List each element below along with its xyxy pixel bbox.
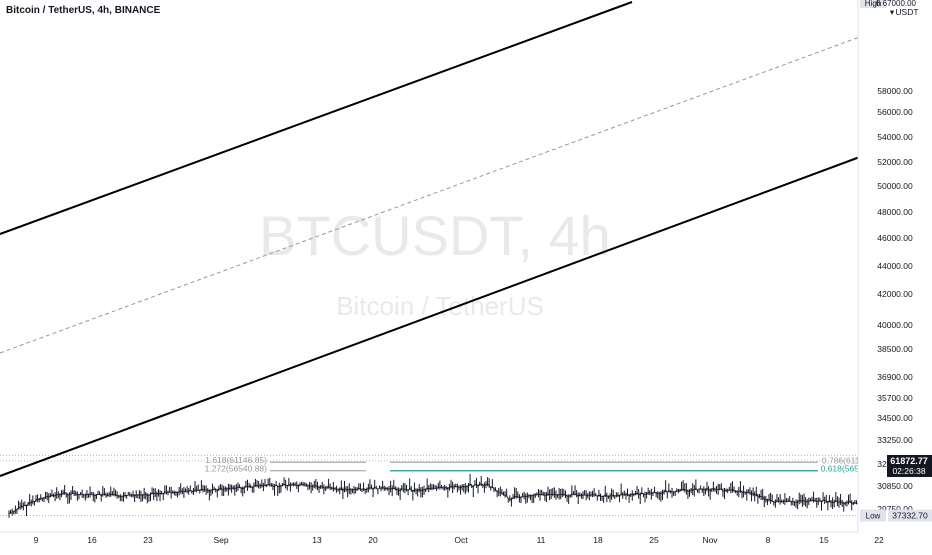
- low-value-box: [888, 509, 932, 522]
- price-line: [8, 483, 932, 515]
- last-price-box: [887, 454, 932, 477]
- top-price-tick: 6 67000.00: [876, 0, 917, 8]
- price-tick: 36900.00: [877, 372, 913, 382]
- watermark-ticker: BTCUSDT, 4h: [259, 204, 611, 267]
- high-label: High: [865, 0, 881, 8]
- price-tick: 42000.00: [877, 289, 913, 299]
- price-tick: 48000.00: [877, 207, 913, 217]
- fib-label: 1.618(61146.85): [205, 455, 267, 465]
- symbol-title: Bitcoin / TetherUS, 4h, BINANCE: [6, 5, 161, 16]
- price-tick: 58000.00: [877, 86, 913, 96]
- time-tick: 16: [87, 535, 97, 545]
- price-tick: 46000.00: [877, 233, 913, 243]
- currency-dropdown-icon[interactable]: ▾: [890, 7, 895, 17]
- watermark-name: Bitcoin / TetherUS: [336, 291, 544, 321]
- time-tick: 18: [593, 535, 603, 545]
- low-label: Low: [866, 512, 881, 521]
- time-tick: 11: [537, 535, 546, 545]
- price-tick: 40000.00: [877, 320, 913, 330]
- time-tick: Oct: [454, 535, 468, 545]
- time-tick: Nov: [702, 535, 718, 545]
- low-value-label: 37332.70: [892, 511, 928, 521]
- high-label-box: [860, 0, 886, 8]
- time-tick: Sep: [213, 535, 228, 545]
- channel-upper-line: [0, 1, 633, 235]
- price-tick: 44000.00: [877, 261, 913, 271]
- time-tick: 23: [143, 535, 153, 545]
- price-tick: 54000.00: [877, 132, 913, 142]
- price-tick: 56000.00: [877, 107, 913, 117]
- price-tick: 50000.00: [877, 181, 913, 191]
- price-tick: 33250.00: [877, 435, 913, 445]
- time-tick: 20: [368, 535, 378, 545]
- time-tick: 8: [766, 535, 771, 545]
- countdown-label: 02:26:38: [892, 466, 925, 476]
- channel-mid-line: [0, 27, 885, 354]
- fib-label: 0.786(61118.24): [822, 455, 883, 465]
- time-tick: 13: [312, 535, 322, 545]
- low-label-box: [860, 509, 886, 522]
- price-tick: 30850.00: [877, 481, 913, 491]
- channel-lower-line: [0, 147, 885, 477]
- price-tick: 38500.00: [877, 344, 913, 354]
- currency-label: USDT: [895, 7, 918, 17]
- fib-label: 1.272(56540.88): [205, 464, 268, 474]
- price-tick: 34500.00: [877, 413, 913, 423]
- time-tick: 25: [649, 535, 659, 545]
- price-tick: 29750.00: [877, 504, 913, 514]
- last-price-label: 61872.77: [890, 456, 928, 466]
- time-tick: 22: [874, 535, 884, 545]
- time-tick: 15: [819, 535, 829, 545]
- time-tick: 9: [34, 535, 39, 545]
- price-tick: 52000.00: [877, 157, 913, 167]
- fib-label: 0.618(56518.93): [821, 464, 884, 474]
- price-tick: 35700.00: [877, 393, 913, 403]
